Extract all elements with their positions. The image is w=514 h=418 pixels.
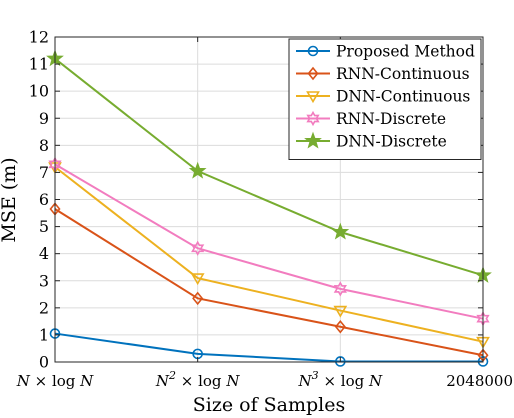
y-tick-label: 2 [39, 298, 49, 317]
y-axis-label: MSE (m) [0, 157, 20, 242]
x-tick-label: 2048000 [446, 372, 513, 390]
legend-label: DNN-Discrete [336, 133, 447, 151]
data-point [307, 66, 319, 81]
y-tick-label: 11 [29, 55, 49, 74]
legend: Proposed Method RNN-Continuous DNN-Continu… [288, 38, 482, 160]
x-axis-label: Size of Samples [193, 394, 346, 416]
data-point [304, 131, 322, 149]
series-line [54, 57, 484, 277]
y-tick-label: 6 [39, 190, 49, 209]
series-line [54, 166, 484, 343]
y-tick-label: 9 [39, 109, 49, 128]
series-dnn-continuous [48, 162, 490, 349]
x-tick-label: N3 × log N [298, 369, 383, 390]
data-point [334, 320, 346, 334]
data-point [191, 240, 205, 256]
y-tick-label: 8 [39, 136, 49, 155]
y-tick-label: 0 [39, 353, 49, 372]
y-tick-label: 3 [39, 271, 49, 290]
series-rnn-discrete [48, 156, 490, 327]
legend-item: RNN-Discrete [296, 110, 446, 128]
data-point [306, 110, 320, 127]
series-line [54, 163, 484, 320]
legend-item: Proposed Method [296, 43, 475, 61]
legend-label: RNN-Discrete [336, 110, 446, 128]
legend-box [288, 38, 482, 160]
data-point [333, 305, 348, 318]
series-line [54, 208, 484, 357]
data-point [333, 281, 347, 297]
y-tick-label: 1 [39, 325, 49, 344]
legend-item: DNN-Discrete [296, 131, 447, 151]
legend-item: RNN-Continuous [296, 65, 470, 83]
y-tick-label: 5 [39, 217, 49, 236]
x-tick-label: N2 × log N [155, 369, 240, 390]
x-tick-label: N × log N [16, 372, 94, 390]
data-point [188, 161, 207, 179]
y-tick-label: 4 [39, 244, 49, 263]
y-tick-label: 7 [39, 163, 49, 182]
legend-item: DNN-Continuous [296, 88, 470, 106]
data-point [306, 91, 320, 104]
legend-label: DNN-Continuous [336, 88, 470, 106]
x-axis: N × log N N2 × log N N3 × log N 2048000 [16, 37, 513, 390]
data-point [307, 45, 319, 57]
data-point [335, 356, 346, 367]
legend-label: Proposed Method [336, 43, 475, 61]
legend-label: RNN-Continuous [336, 65, 470, 83]
data-point [192, 291, 204, 306]
data-point [331, 222, 350, 240]
y-tick-label: 10 [29, 82, 49, 101]
data-point [190, 273, 205, 286]
series-line [54, 332, 483, 363]
y-tick-label: 12 [29, 28, 49, 47]
